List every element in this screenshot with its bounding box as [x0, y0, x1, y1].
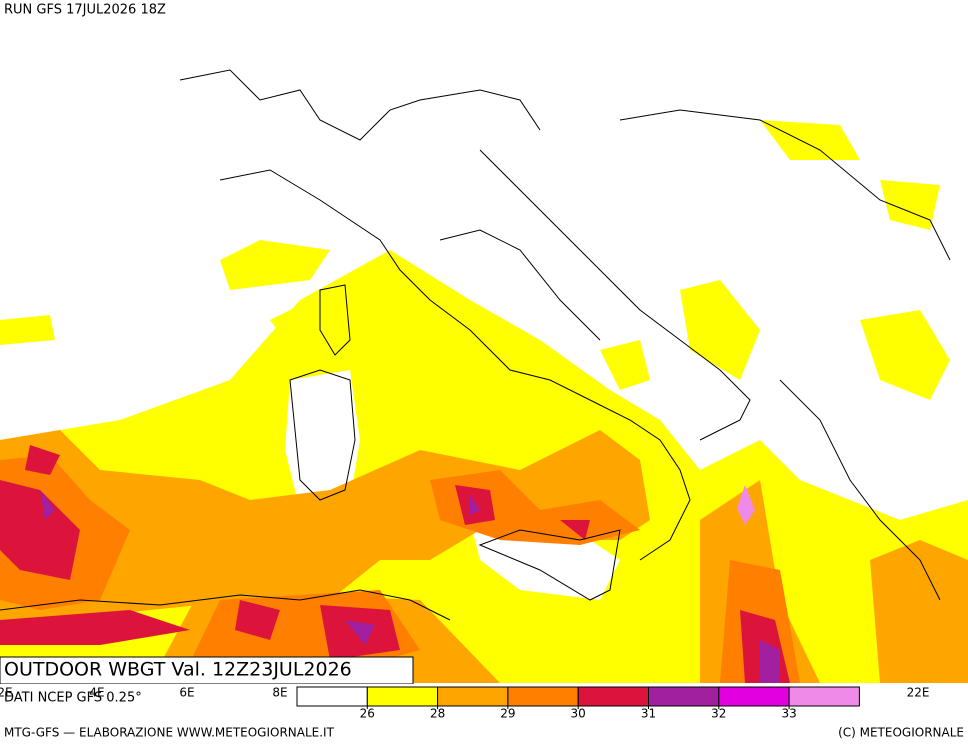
color-swatch — [788, 686, 860, 707]
level-label: 29 — [500, 707, 515, 721]
level-label: 30 — [571, 707, 586, 721]
longitude-label: 6E — [179, 686, 194, 700]
level-label: 26 — [360, 707, 375, 721]
level-label: 28 — [430, 707, 445, 721]
color-swatch — [437, 686, 509, 707]
longitude-label: 2E — [0, 686, 13, 700]
title-box — [0, 656, 414, 685]
colorbar: 26 28 29 30 31 32 33 — [296, 686, 860, 721]
color-swatch — [366, 686, 439, 707]
footer-left: MTG-GFS — ELABORAZIONE WWW.METEOGIORNALE… — [4, 726, 335, 740]
color-swatch — [648, 686, 720, 707]
level-label: 33 — [781, 707, 796, 721]
longitude-label: 8E — [272, 686, 287, 700]
level-label: 32 — [711, 707, 726, 721]
map-title: OUTDOOR WBGT Val. 12Z23JUL2026 — [4, 659, 352, 681]
level-label: 31 — [641, 707, 656, 721]
map-field — [0, 69, 968, 683]
color-swatch — [296, 686, 368, 707]
coastlines — [0, 69, 951, 621]
longitude-label: 4E — [89, 686, 104, 700]
color-swatch — [718, 686, 790, 707]
data-source: DATI NCEP GFS 0.25° — [4, 691, 142, 706]
color-swatch — [577, 686, 650, 707]
color-swatch — [507, 686, 579, 707]
longitude-label: 22E — [907, 686, 930, 700]
run-label: RUN GFS 17JUL2026 18Z — [4, 3, 166, 18]
longitude-labels: 2E 4E 6E 8E 22E — [0, 686, 929, 700]
footer-right: (C) METEOGIORNALE — [838, 726, 964, 740]
